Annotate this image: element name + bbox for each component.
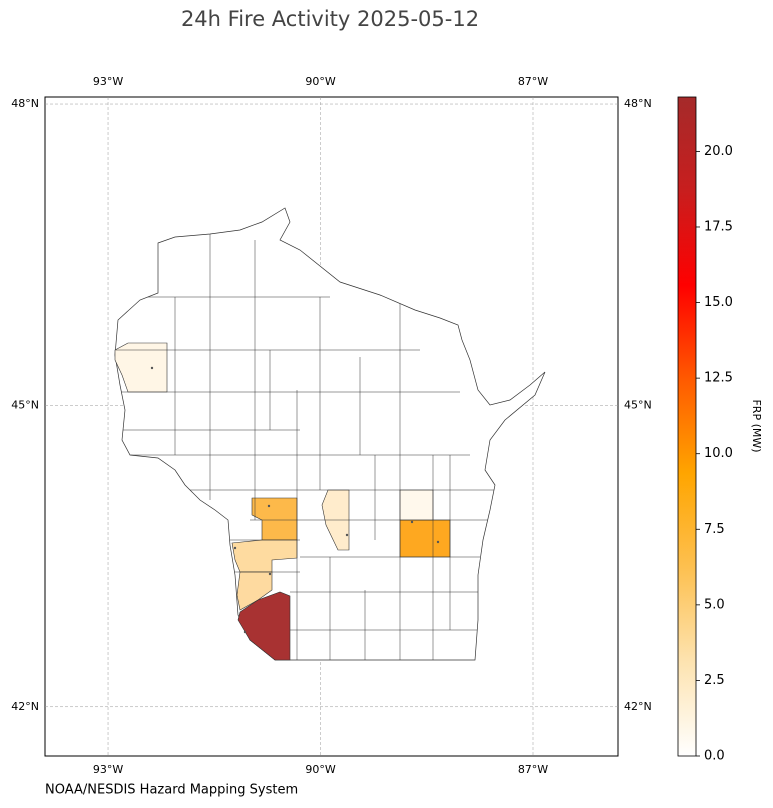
fire-counties bbox=[114, 342, 451, 661]
colorbar bbox=[677, 96, 697, 757]
y-tick-label: 48°N bbox=[11, 97, 39, 110]
x-tick-label: 87°W bbox=[518, 763, 548, 776]
colorbar-tick-label: 20.0 bbox=[704, 144, 733, 159]
county-lines bbox=[115, 234, 500, 660]
source-note: NOAA/NESDIS Hazard Mapping System bbox=[45, 783, 298, 798]
colorbar-tick-label: 7.5 bbox=[704, 522, 725, 537]
x-tick-label: 90°W bbox=[305, 75, 335, 88]
county-fire bbox=[237, 591, 291, 661]
y-tick-label: 45°N bbox=[11, 398, 39, 411]
fire-detections bbox=[150, 366, 440, 634]
x-tick-label: 90°W bbox=[305, 763, 335, 776]
y-tick-label: 42°N bbox=[624, 700, 652, 713]
county-fire bbox=[399, 519, 451, 558]
x-tick-label: 93°W bbox=[93, 763, 123, 776]
y-tick-label: 45°N bbox=[624, 398, 652, 411]
y-tick-label: 48°N bbox=[624, 97, 652, 110]
y-tick-label: 42°N bbox=[11, 700, 39, 713]
colorbar-tick-label: 2.5 bbox=[704, 673, 725, 688]
x-tick-label: 93°W bbox=[93, 75, 123, 88]
colorbar-tick-label: 12.5 bbox=[704, 371, 733, 386]
colorbar-tick-label: 10.0 bbox=[704, 446, 733, 461]
colorbar-label: FRP (MW) bbox=[750, 399, 763, 452]
county-fire bbox=[399, 489, 434, 521]
colorbar-tick-label: 15.0 bbox=[704, 295, 733, 310]
chart-title: 24h Fire Activity 2025-05-12 bbox=[181, 7, 479, 31]
colorbar-tick-label: 0.0 bbox=[704, 749, 725, 764]
x-tick-label: 87°W bbox=[518, 75, 548, 88]
colorbar-tick-label: 17.5 bbox=[704, 219, 733, 234]
colorbar-tick-label: 5.0 bbox=[704, 597, 725, 612]
